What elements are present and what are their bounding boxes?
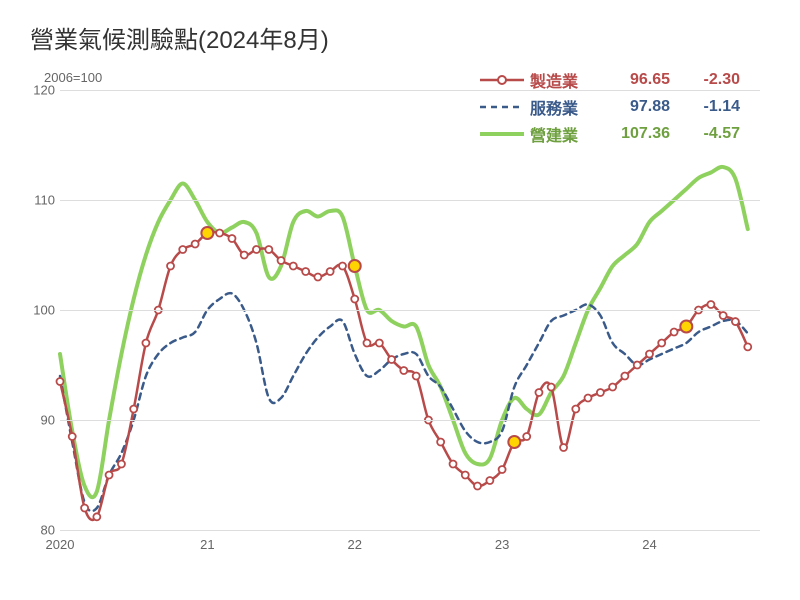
series-marker-manufacturing bbox=[388, 356, 395, 363]
series-marker-manufacturing bbox=[671, 329, 678, 336]
x-tick-label: 23 bbox=[495, 537, 509, 552]
series-marker-manufacturing bbox=[253, 246, 260, 253]
y-tick-label: 90 bbox=[25, 413, 55, 428]
series-marker-manufacturing bbox=[167, 263, 174, 270]
highlight-marker bbox=[680, 321, 692, 333]
series-marker-manufacturing bbox=[548, 384, 555, 391]
series-marker-manufacturing bbox=[744, 343, 751, 350]
series-marker-manufacturing bbox=[216, 230, 223, 237]
gridline bbox=[60, 310, 760, 311]
gridline bbox=[60, 530, 760, 531]
series-marker-manufacturing bbox=[450, 461, 457, 468]
gridline bbox=[60, 200, 760, 201]
series-marker-manufacturing bbox=[609, 384, 616, 391]
y-tick-label: 80 bbox=[25, 523, 55, 538]
series-marker-manufacturing bbox=[634, 362, 641, 369]
series-marker-manufacturing bbox=[130, 406, 137, 413]
series-marker-manufacturing bbox=[560, 444, 567, 451]
series-marker-manufacturing bbox=[462, 472, 469, 479]
y-tick-label: 100 bbox=[25, 303, 55, 318]
series-marker-manufacturing bbox=[228, 235, 235, 242]
series-marker-manufacturing bbox=[93, 513, 100, 520]
series-marker-manufacturing bbox=[474, 483, 481, 490]
series-marker-manufacturing bbox=[523, 433, 530, 440]
series-marker-manufacturing bbox=[499, 466, 506, 473]
series-marker-manufacturing bbox=[327, 268, 334, 275]
series-marker-manufacturing bbox=[535, 389, 542, 396]
chart-plot-area: 8090100110120202021222324 bbox=[60, 90, 760, 530]
series-marker-manufacturing bbox=[339, 263, 346, 270]
legend-value-manufacturing: 96.65 bbox=[600, 71, 670, 89]
highlight-marker bbox=[349, 260, 361, 272]
chart-title: 營業氣候測驗點(2024年8月) bbox=[30, 20, 770, 55]
x-tick-label: 22 bbox=[348, 537, 362, 552]
series-marker-manufacturing bbox=[314, 274, 321, 281]
series-marker-manufacturing bbox=[241, 252, 248, 259]
series-marker-manufacturing bbox=[486, 477, 493, 484]
gridline bbox=[60, 420, 760, 421]
series-marker-manufacturing bbox=[413, 373, 420, 380]
series-marker-manufacturing bbox=[732, 318, 739, 325]
series-marker-manufacturing bbox=[192, 241, 199, 248]
legend-swatch-manufacturing bbox=[480, 72, 524, 88]
series-marker-manufacturing bbox=[57, 378, 64, 385]
series-marker-manufacturing bbox=[621, 373, 628, 380]
y-tick-label: 120 bbox=[25, 83, 55, 98]
series-marker-manufacturing bbox=[572, 406, 579, 413]
series-marker-manufacturing bbox=[290, 263, 297, 270]
series-marker-manufacturing bbox=[400, 367, 407, 374]
series-marker-manufacturing bbox=[302, 268, 309, 275]
series-marker-manufacturing bbox=[69, 433, 76, 440]
series-marker-manufacturing bbox=[376, 340, 383, 347]
series-marker-manufacturing bbox=[81, 505, 88, 512]
series-marker-manufacturing bbox=[585, 395, 592, 402]
series-marker-manufacturing bbox=[351, 296, 358, 303]
x-tick-label: 21 bbox=[200, 537, 214, 552]
series-marker-manufacturing bbox=[118, 461, 125, 468]
series-line-construction bbox=[60, 167, 748, 497]
series-marker-manufacturing bbox=[646, 351, 653, 358]
series-marker-manufacturing bbox=[658, 340, 665, 347]
series-marker-manufacturing bbox=[142, 340, 149, 347]
series-marker-manufacturing bbox=[363, 340, 370, 347]
series-marker-manufacturing bbox=[106, 472, 113, 479]
x-tick-label: 24 bbox=[642, 537, 656, 552]
series-marker-manufacturing bbox=[278, 257, 285, 264]
chart-container: 營業氣候測驗點(2024年8月) 2006=100 製造業 96.65 -2.3… bbox=[0, 0, 800, 600]
y-tick-label: 110 bbox=[25, 193, 55, 208]
legend-delta-manufacturing: -2.30 bbox=[670, 71, 740, 89]
series-marker-manufacturing bbox=[265, 246, 272, 253]
highlight-marker bbox=[508, 436, 520, 448]
series-marker-manufacturing bbox=[597, 389, 604, 396]
series-line-manufacturing bbox=[60, 232, 748, 520]
series-marker-manufacturing bbox=[720, 312, 727, 319]
gridline bbox=[60, 90, 760, 91]
series-marker-manufacturing bbox=[179, 246, 186, 253]
series-marker-manufacturing bbox=[437, 439, 444, 446]
legend-label-manufacturing: 製造業 bbox=[530, 68, 600, 92]
series-marker-manufacturing bbox=[707, 301, 714, 308]
highlight-marker bbox=[201, 227, 213, 239]
x-tick-label: 2020 bbox=[46, 537, 75, 552]
legend-row-manufacturing: 製造業 96.65 -2.30 bbox=[480, 68, 740, 92]
